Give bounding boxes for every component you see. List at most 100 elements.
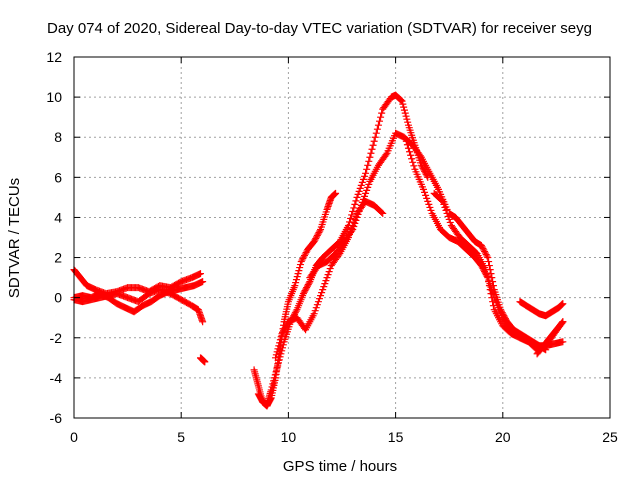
data-point <box>446 218 454 226</box>
data-point <box>313 231 321 239</box>
data-point <box>279 344 287 352</box>
data-point <box>481 248 489 256</box>
data-point <box>362 169 370 177</box>
data-point <box>270 374 278 382</box>
data-point <box>362 189 370 197</box>
data-point <box>498 309 506 317</box>
data-point <box>477 242 485 250</box>
series-arc-5 <box>250 189 340 410</box>
data-point <box>354 190 362 198</box>
data-point <box>484 273 492 281</box>
data-point <box>302 285 310 293</box>
data-point <box>270 377 278 385</box>
data-point <box>280 325 288 333</box>
data-point <box>272 354 280 362</box>
data-point <box>421 188 429 196</box>
data-point <box>347 214 355 222</box>
data-point <box>358 198 366 206</box>
data-point <box>280 327 288 335</box>
data-point <box>371 133 379 141</box>
data-point <box>283 321 291 329</box>
y-axis-label: SDTVAR / TECUs <box>6 178 23 298</box>
data-point <box>279 341 287 349</box>
x-axis-ticks: 0 5 10 15 20 25 <box>70 57 618 445</box>
data-point <box>485 258 493 266</box>
data-point <box>482 251 490 259</box>
y-tick-label: 10 <box>46 89 62 105</box>
data-point <box>488 274 496 282</box>
data-point <box>312 304 320 312</box>
data-point <box>499 310 507 318</box>
data-point <box>271 371 279 379</box>
series-arc-13 <box>533 318 567 358</box>
series-arc-3 <box>70 286 207 326</box>
data-point <box>292 307 300 315</box>
data-point <box>416 152 424 160</box>
data-point <box>304 281 312 289</box>
data-point <box>300 288 308 296</box>
data-point <box>352 197 360 205</box>
x-tick-label: 15 <box>388 429 404 445</box>
data-point <box>397 96 405 104</box>
data-point <box>500 312 508 320</box>
data-point <box>314 298 322 306</box>
data-point <box>313 233 321 241</box>
data-points <box>70 91 567 410</box>
data-point <box>403 115 411 123</box>
data-point <box>316 227 324 235</box>
data-point <box>272 368 280 376</box>
data-point <box>296 264 304 272</box>
data-point <box>299 255 307 263</box>
data-point <box>483 252 491 260</box>
data-point <box>487 270 495 278</box>
data-point <box>400 103 408 111</box>
data-point <box>406 148 414 156</box>
data-point <box>365 180 373 188</box>
data-point <box>363 186 371 194</box>
data-point <box>272 351 280 359</box>
data-point <box>320 283 328 291</box>
data-point <box>276 353 284 361</box>
data-point <box>400 106 408 114</box>
data-point <box>419 185 427 193</box>
data-point <box>374 121 382 129</box>
data-point <box>199 278 207 286</box>
x-tick-label: 20 <box>495 429 511 445</box>
y-tick-label: 4 <box>54 209 62 225</box>
series-arc-4 <box>196 354 209 366</box>
data-point <box>325 268 333 276</box>
data-point <box>373 125 381 133</box>
data-point <box>353 213 361 221</box>
data-point <box>305 279 313 287</box>
data-point <box>478 243 486 251</box>
y-tick-label: 0 <box>54 290 62 306</box>
data-point <box>300 252 308 260</box>
data-point <box>354 210 362 218</box>
data-point <box>291 282 299 290</box>
data-point <box>364 161 372 169</box>
data-point <box>440 200 448 208</box>
series-arc-12 <box>516 298 567 320</box>
data-point <box>350 222 358 230</box>
data-point <box>401 109 409 117</box>
data-point <box>442 206 450 214</box>
plot-frame <box>73 56 611 419</box>
data-point <box>439 197 447 205</box>
data-point <box>402 137 410 145</box>
data-point <box>275 356 283 364</box>
y-tick-label: 12 <box>46 49 62 65</box>
data-point <box>427 206 435 214</box>
y-tick-label: -6 <box>50 410 63 426</box>
data-point <box>361 172 369 180</box>
data-point <box>267 386 275 394</box>
data-point <box>348 211 356 219</box>
data-point <box>201 358 209 366</box>
data-point <box>489 282 497 290</box>
data-point <box>302 249 310 257</box>
data-point <box>268 383 276 391</box>
data-point <box>311 236 319 244</box>
data-point <box>350 204 358 212</box>
data-point <box>358 178 366 186</box>
data-point <box>294 270 302 278</box>
y-tick-label: -4 <box>50 370 63 386</box>
